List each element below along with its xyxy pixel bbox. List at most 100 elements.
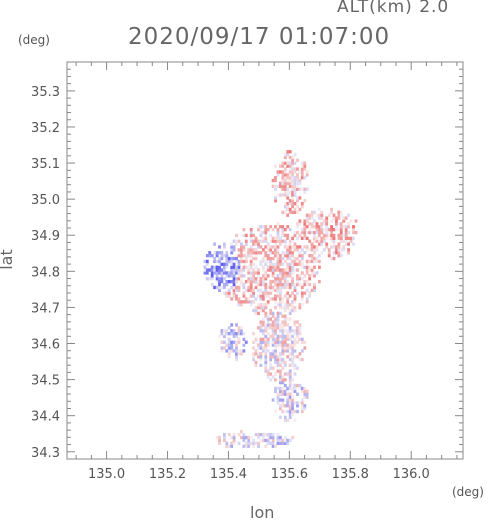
heatmap-cell [266, 314, 270, 318]
heatmap-cell [288, 409, 292, 414]
heatmap-cell [318, 265, 321, 269]
heatmap-cell [288, 228, 292, 232]
heatmap-cell [288, 357, 292, 362]
heatmap-cell [252, 291, 255, 295]
heatmap-cell [315, 248, 319, 252]
heatmap-cell [298, 254, 302, 258]
heatmap-cell [247, 251, 251, 255]
heatmap-cell [300, 297, 304, 301]
heatmap-cell [320, 230, 324, 235]
heatmap-cell [288, 326, 292, 330]
heatmap-cell [279, 288, 282, 292]
heatmap-cell [257, 239, 260, 243]
heatmap-cell [300, 407, 304, 411]
heatmap-cell [264, 355, 268, 359]
heatmap-cell [296, 366, 299, 370]
heatmap-cell [240, 254, 243, 258]
heatmap-cell [286, 337, 290, 341]
heatmap-cell [240, 430, 243, 434]
heatmap-cell [279, 378, 282, 382]
heatmap-cell [259, 277, 263, 281]
heatmap-cell [269, 268, 273, 272]
heatmap-cell [288, 190, 292, 194]
heatmap-cell [264, 438, 268, 443]
heatmap-cell [237, 297, 241, 301]
heatmap-cell [293, 297, 297, 301]
heatmap-cell [254, 340, 258, 344]
heatmap-cell [235, 285, 238, 290]
heatmap-cell [281, 274, 285, 278]
heatmap-cell [257, 352, 260, 356]
heatmap-cell [288, 438, 292, 443]
heatmap-cell [225, 332, 229, 336]
heatmap-cell [288, 386, 292, 391]
heatmap-cell [281, 181, 285, 186]
heatmap-cell [300, 259, 304, 264]
heatmap-cell [276, 245, 280, 249]
heatmap-cell [223, 340, 226, 344]
heatmap-cell [286, 355, 290, 359]
heatmap-cell [276, 320, 280, 324]
heatmap-cell [269, 360, 273, 365]
heatmap-cell [252, 294, 255, 298]
heatmap-cell [264, 314, 268, 318]
heatmap-cell [296, 210, 299, 214]
heatmap-cell [276, 314, 280, 318]
heatmap-cell [271, 340, 275, 344]
heatmap-cell [223, 433, 226, 437]
heatmap-cell [223, 268, 226, 272]
heatmap-cell [349, 239, 353, 243]
heatmap-cell [291, 262, 294, 266]
heatmap-cell [215, 268, 219, 272]
heatmap-cell [215, 271, 219, 275]
heatmap-cell [279, 404, 282, 408]
heatmap-cell [271, 184, 275, 188]
heatmap-cell [240, 268, 243, 272]
heatmap-cell [262, 256, 265, 261]
heatmap-cell [286, 193, 290, 197]
heatmap-cell [320, 251, 324, 255]
heatmap-cell [281, 352, 285, 356]
heatmap-cell [244, 239, 248, 243]
heatmap-cell [291, 164, 294, 168]
heatmap-cell [300, 398, 304, 402]
heatmap-cell [305, 187, 309, 191]
heatmap-cell [259, 337, 263, 341]
heatmap-cell [230, 441, 234, 445]
heatmap-cell [283, 184, 287, 188]
heatmap-cell [276, 173, 280, 177]
heatmap-cell [291, 268, 294, 272]
y-tick-label: 35.3 [31, 85, 60, 100]
heatmap-cell [315, 239, 319, 243]
heatmap-cell [276, 251, 280, 255]
heatmap-cell [235, 239, 238, 243]
heatmap-cell [276, 311, 280, 315]
heatmap-cell [300, 357, 304, 362]
heatmap-cell [344, 230, 348, 235]
heatmap-cell [235, 294, 238, 298]
heatmap-cell [286, 282, 290, 287]
heatmap-cell [227, 291, 231, 295]
heatmap-cell [266, 285, 270, 290]
heatmap-cell [354, 230, 358, 235]
heatmap-cell [347, 225, 350, 229]
heatmap-cell [310, 222, 314, 226]
heatmap-cell [232, 435, 236, 440]
heatmap-cell [293, 366, 297, 370]
heatmap-cell [225, 259, 229, 264]
heatmap-cell [279, 357, 282, 362]
heatmap-cell [288, 415, 292, 419]
heatmap-cell [259, 259, 263, 264]
heatmap-cell [232, 285, 236, 290]
heatmap-cell [283, 346, 287, 350]
heatmap-cell [276, 294, 280, 298]
heatmap-cell [286, 404, 290, 408]
heatmap-cell [269, 363, 273, 367]
heatmap-cell [291, 259, 294, 264]
heatmap-cell [269, 297, 273, 301]
heatmap-cell [296, 236, 299, 240]
heatmap-cell [223, 262, 226, 266]
heatmap-cell [296, 401, 299, 405]
heatmap-cell [293, 294, 297, 298]
heatmap-cell [293, 176, 297, 180]
